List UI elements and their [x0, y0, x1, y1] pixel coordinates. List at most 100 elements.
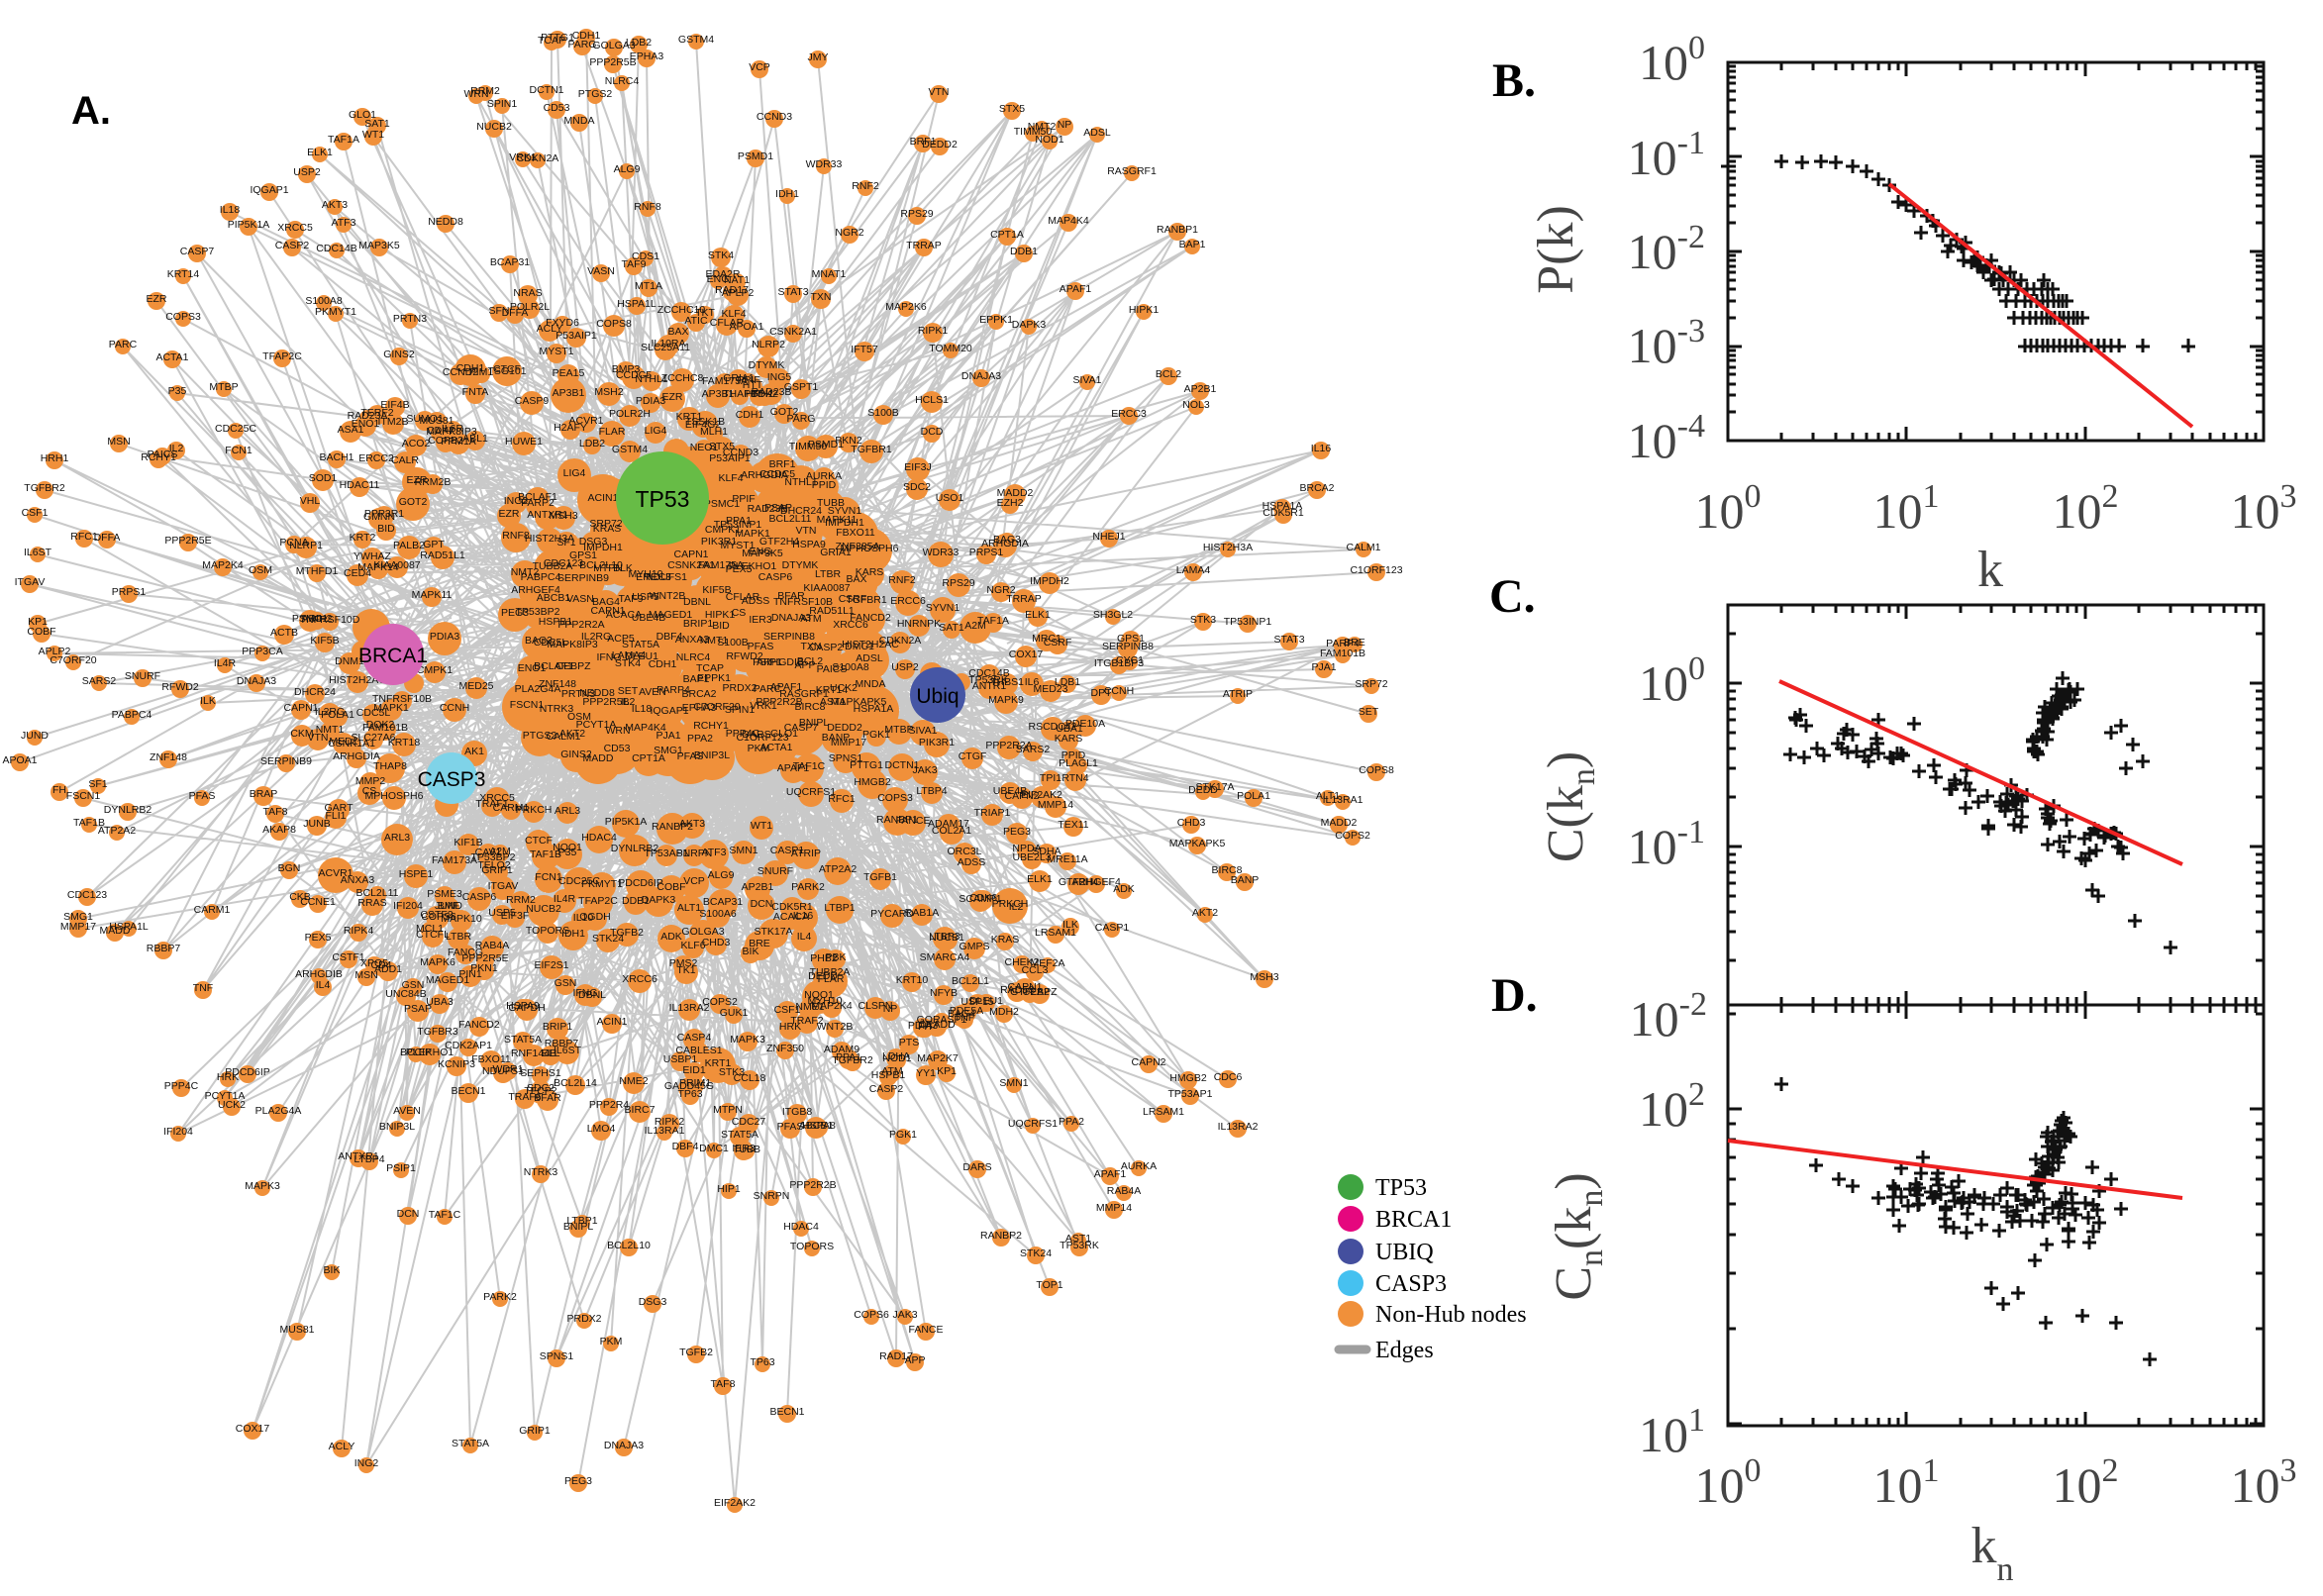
svg-text:TNF: TNF	[193, 982, 213, 994]
svg-text:NUCB1: NUCB1	[929, 932, 964, 944]
svg-text:C7ORF20: C7ORF20	[693, 701, 740, 713]
svg-text:DSG3: DSG3	[639, 1296, 667, 1308]
svg-text:BNIPL: BNIPL	[799, 717, 830, 729]
svg-text:SOD1: SOD1	[309, 472, 338, 484]
svg-text:AVEN: AVEN	[639, 686, 666, 698]
svg-text:ERCC2: ERCC2	[358, 452, 394, 464]
svg-text:NMT1: NMT1	[700, 635, 729, 647]
svg-text:CDC27: CDC27	[732, 1116, 766, 1128]
svg-text:Non-Hub nodes: Non-Hub nodes	[1375, 1302, 1527, 1328]
svg-text:SNRPN: SNRPN	[676, 848, 713, 859]
svg-text:ERCC3: ERCC3	[1111, 408, 1147, 420]
svg-text:PGK1: PGK1	[889, 1129, 917, 1141]
svg-text:EZR: EZR	[662, 391, 683, 403]
svg-text:COBF: COBF	[27, 626, 55, 638]
svg-text:HIPK1: HIPK1	[1129, 304, 1160, 316]
svg-text:MAPK3: MAPK3	[245, 1180, 280, 1192]
svg-text:TGFBR2: TGFBR2	[24, 482, 65, 494]
svg-text:SEPHS1: SEPHS1	[520, 1067, 561, 1079]
svg-text:KRT1: KRT1	[705, 1057, 732, 1069]
svg-text:HIST2H3A: HIST2H3A	[1203, 542, 1253, 553]
svg-text:KARS: KARS	[1055, 733, 1083, 745]
svg-text:USBP1: USBP1	[663, 1053, 698, 1065]
svg-text:GSTM4: GSTM4	[612, 444, 648, 455]
svg-text:HRK: HRK	[779, 1021, 801, 1033]
svg-text:GPS1: GPS1	[1117, 633, 1145, 645]
svg-text:PPP2R2B: PPP2R2B	[789, 1179, 836, 1191]
svg-text:STK3: STK3	[719, 1066, 745, 1078]
svg-text:GSPT1: GSPT1	[784, 381, 819, 393]
svg-text:PJA1: PJA1	[1311, 661, 1336, 673]
svg-text:TCAP: TCAP	[696, 662, 724, 674]
svg-text:NGR2: NGR2	[986, 584, 1015, 596]
svg-text:COPS8: COPS8	[1359, 764, 1394, 776]
svg-text:GRIA1: GRIA1	[723, 372, 755, 384]
svg-text:PHB2: PHB2	[810, 952, 838, 964]
svg-text:SNURF: SNURF	[758, 865, 793, 877]
svg-text:CCNH: CCNH	[440, 702, 469, 714]
svg-text:KIAA0087: KIAA0087	[373, 559, 420, 571]
svg-text:SRP72: SRP72	[589, 518, 622, 530]
svg-text:IL13RA2: IL13RA2	[1218, 1121, 1259, 1133]
svg-text:HRK: HRK	[217, 1071, 239, 1083]
svg-text:PGK1: PGK1	[862, 729, 890, 741]
svg-text:KRT14: KRT14	[816, 684, 849, 696]
svg-text:SARS2: SARS2	[82, 675, 117, 687]
svg-text:SCAMP1: SCAMP1	[959, 893, 1001, 905]
svg-text:RASGRF1: RASGRF1	[779, 688, 829, 700]
svg-text:GPT: GPT	[423, 539, 445, 550]
svg-text:CTCF: CTCF	[525, 835, 553, 847]
svg-text:CTCFL: CTCFL	[416, 929, 450, 941]
svg-text:USP5: USP5	[488, 907, 516, 919]
svg-text:TUBB: TUBB	[817, 497, 845, 509]
svg-text:CSRF: CSRF	[1044, 637, 1072, 648]
svg-text:S100B: S100B	[717, 637, 749, 648]
svg-text:MMP2: MMP2	[355, 775, 385, 787]
svg-text:FCN1: FCN1	[225, 445, 252, 456]
svg-text:LTBP1: LTBP1	[566, 1215, 597, 1227]
svg-text:NQO1: NQO1	[553, 842, 582, 853]
svg-text:RAB1A: RAB1A	[905, 907, 939, 919]
svg-text:GSN: GSN	[402, 979, 425, 991]
svg-text:TXN: TXN	[811, 291, 832, 303]
svg-text:PKN1: PKN1	[470, 962, 498, 974]
svg-text:MAPK1: MAPK1	[373, 702, 409, 714]
svg-text:PRIM1: PRIM1	[679, 1077, 711, 1089]
svg-text:KIF5B: KIF5B	[702, 584, 731, 596]
svg-text:HSPA8: HSPA8	[802, 1120, 836, 1132]
svg-text:MMP14: MMP14	[1096, 1202, 1132, 1214]
svg-text:NMT2: NMT2	[1028, 121, 1057, 133]
svg-text:PDIA3: PDIA3	[430, 631, 460, 643]
svg-text:ALT1: ALT1	[677, 902, 701, 914]
svg-text:TRIAP1: TRIAP1	[974, 807, 1011, 819]
svg-text:ORC3L: ORC3L	[947, 846, 981, 857]
svg-text:ITGB1BP3: ITGB1BP3	[1094, 657, 1144, 669]
svg-text:TUBB: TUBB	[733, 1144, 760, 1155]
svg-text:PRKCH: PRKCH	[992, 898, 1029, 910]
svg-text:SIVA1: SIVA1	[1073, 374, 1102, 386]
svg-text:PSMD1: PSMD1	[808, 439, 844, 450]
svg-text:AST1: AST1	[820, 696, 846, 708]
svg-text:ARHGDIB: ARHGDIB	[757, 656, 804, 668]
svg-text:CSNK2A1: CSNK2A1	[667, 559, 715, 571]
svg-text:GLO1: GLO1	[770, 728, 798, 740]
svg-text:COBF: COBF	[656, 881, 685, 893]
svg-text:k: k	[1977, 542, 2003, 598]
svg-text:MTBP: MTBP	[884, 724, 913, 736]
svg-text:MTBP: MTBP	[209, 381, 238, 393]
svg-text:VASN: VASN	[566, 593, 594, 605]
svg-text:DSG3: DSG3	[579, 536, 608, 548]
svg-text:TGFBR3: TGFBR3	[417, 1026, 458, 1038]
svg-text:EIF2AK2: EIF2AK2	[714, 1497, 756, 1509]
svg-text:PPID: PPID	[1061, 749, 1086, 761]
svg-text:SET: SET	[618, 685, 639, 697]
svg-text:BRE: BRE	[749, 938, 770, 949]
svg-text:HUWE1: HUWE1	[505, 436, 543, 448]
svg-text:COPB2: COPB2	[428, 435, 463, 447]
svg-text:BIRC8: BIRC8	[1212, 864, 1243, 876]
svg-text:RCHY1: RCHY1	[141, 451, 176, 463]
svg-text:ENO1: ENO1	[518, 662, 547, 674]
svg-text:PDIA3: PDIA3	[908, 1020, 939, 1032]
svg-text:AP2B1: AP2B1	[742, 881, 774, 893]
svg-text:MAPK8IP3: MAPK8IP3	[426, 426, 477, 438]
